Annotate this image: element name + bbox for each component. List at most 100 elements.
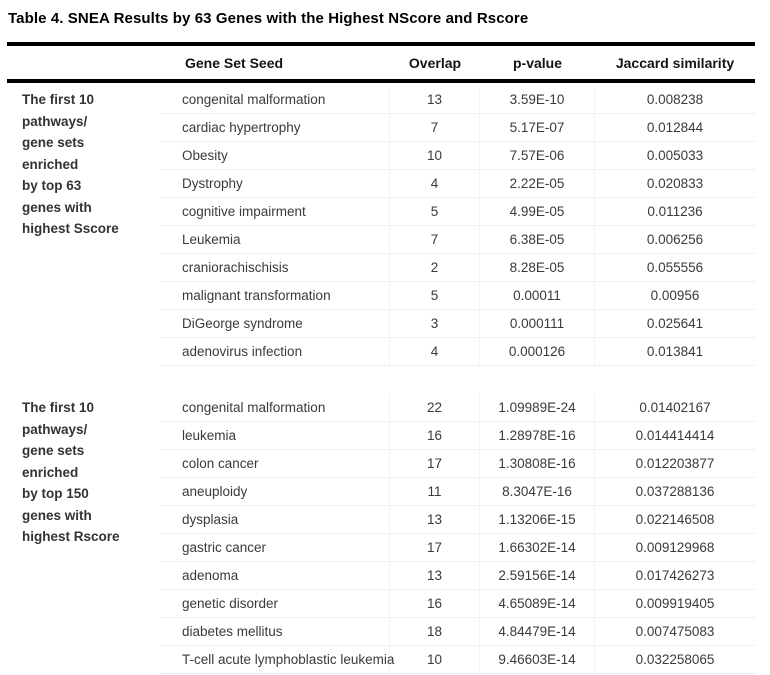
- table-row: adenoma 13 2.59156E-14 0.017426273: [160, 562, 755, 590]
- pvalue-cell: 8.3047E-16: [480, 478, 595, 505]
- table-header-row: Gene Set Seed Overlap p-value Jaccard si…: [7, 42, 755, 83]
- gene-set-seed-cell: colon cancer: [160, 450, 390, 477]
- pvalue-cell: 0.000126: [480, 338, 595, 365]
- pvalue-cell: 1.09989E-24: [480, 394, 595, 421]
- gene-set-seed-cell: genetic disorder: [160, 590, 390, 617]
- overlap-cell: 4: [390, 170, 480, 197]
- section-label-rscore: The first 10 pathways/ gene sets enriche…: [22, 400, 120, 544]
- overlap-cell: 11: [390, 478, 480, 505]
- overlap-cell: 22: [390, 394, 480, 421]
- pvalue-cell: 4.99E-05: [480, 198, 595, 225]
- pvalue-cell: 1.66302E-14: [480, 534, 595, 561]
- table-row: Leukemia 7 6.38E-05 0.006256: [160, 226, 755, 254]
- jaccard-cell: 0.037288136: [635, 484, 715, 499]
- table-row: cardiac hypertrophy 7 5.17E-07 0.012844: [160, 114, 755, 142]
- jaccard-cell: 0.012203877: [635, 456, 715, 471]
- jaccard-cell: 0.009129968: [635, 540, 715, 555]
- overlap-cell: 17: [390, 534, 480, 561]
- snea-results-table: Gene Set Seed Overlap p-value Jaccard si…: [7, 42, 755, 675]
- gene-set-seed-cell: aneuploidy: [160, 478, 390, 505]
- jaccard-cell: 0.007475083: [635, 624, 715, 639]
- table-row: gastric cancer 17 1.66302E-14 0.00912996…: [160, 534, 755, 562]
- gene-set-seed-cell: adenoma: [160, 562, 390, 589]
- header-pvalue: p-value: [512, 54, 562, 71]
- pvalue-cell: 4.65089E-14: [480, 590, 595, 617]
- pvalue-cell: 5.17E-07: [480, 114, 595, 141]
- gene-set-seed-cell: cognitive impairment: [160, 198, 390, 225]
- table-row: genetic disorder 16 4.65089E-14 0.009919…: [160, 590, 755, 618]
- overlap-cell: 7: [390, 114, 480, 141]
- header-overlap: Overlap: [408, 54, 462, 71]
- overlap-cell: 4: [390, 338, 480, 365]
- pvalue-cell: 1.13206E-15: [480, 506, 595, 533]
- section-rows-sscore: congenital malformation 13 3.59E-10 0.00…: [160, 86, 755, 366]
- pvalue-cell: 9.46603E-14: [480, 646, 595, 673]
- jaccard-cell: 0.011236: [647, 204, 703, 219]
- table-row: colon cancer 17 1.30808E-16 0.012203877: [160, 450, 755, 478]
- overlap-cell: 5: [390, 282, 480, 309]
- overlap-cell: 7: [390, 226, 480, 253]
- overlap-cell: 18: [390, 618, 480, 645]
- gene-set-seed-cell: malignant transformation: [160, 282, 390, 309]
- table-row: DiGeorge syndrome 3 0.000111 0.025641: [160, 310, 755, 338]
- overlap-cell: 17: [390, 450, 480, 477]
- jaccard-cell: 0.01402167: [639, 400, 711, 415]
- overlap-cell: 13: [390, 562, 480, 589]
- overlap-cell: 16: [390, 422, 480, 449]
- jaccard-cell: 0.009919405: [635, 596, 715, 611]
- section-rows-rscore: congenital malformation 22 1.09989E-24 0…: [160, 394, 755, 674]
- table-row: leukemia 16 1.28978E-16 0.014414414: [160, 422, 755, 450]
- header-gene-set-seed: Gene Set Seed: [185, 54, 284, 71]
- table-row: congenital malformation 13 3.59E-10 0.00…: [160, 86, 755, 114]
- gene-set-seed-cell: Obesity: [160, 142, 390, 169]
- jaccard-cell: 0.00956: [650, 288, 700, 303]
- pvalue-cell: 8.28E-05: [480, 254, 595, 281]
- gene-set-seed-cell: Dystrophy: [160, 170, 390, 197]
- overlap-cell: 2: [390, 254, 480, 281]
- table-row: congenital malformation 22 1.09989E-24 0…: [160, 394, 755, 422]
- pvalue-cell: 7.57E-06: [480, 142, 595, 169]
- overlap-cell: 10: [390, 142, 480, 169]
- table-row: Dystrophy 4 2.22E-05 0.020833: [160, 170, 755, 198]
- overlap-cell: 13: [390, 506, 480, 533]
- jaccard-cell: 0.013841: [646, 344, 704, 359]
- gene-set-seed-cell: gastric cancer: [160, 534, 390, 561]
- overlap-cell: 13: [390, 86, 480, 113]
- gene-set-seed-cell: adenovirus infection: [160, 338, 390, 365]
- jaccard-cell: 0.008238: [646, 92, 704, 107]
- pvalue-cell: 2.22E-05: [480, 170, 595, 197]
- table-row: dysplasia 13 1.13206E-15 0.022146508: [160, 506, 755, 534]
- gene-set-seed-cell: T-cell acute lymphoblastic leukemia: [160, 646, 394, 673]
- section-label-sscore: The first 10 pathways/ gene sets enriche…: [22, 92, 119, 236]
- jaccard-cell: 0.005033: [646, 148, 704, 163]
- pvalue-cell: 3.59E-10: [480, 86, 595, 113]
- pvalue-cell: 2.59156E-14: [480, 562, 595, 589]
- gene-set-seed-cell: leukemia: [160, 422, 390, 449]
- jaccard-cell: 0.022146508: [635, 512, 715, 527]
- table-row: adenovirus infection 4 0.000126 0.013841: [160, 338, 755, 366]
- overlap-cell: 16: [390, 590, 480, 617]
- jaccard-cell: 0.006256: [646, 232, 704, 247]
- gene-set-seed-cell: DiGeorge syndrome: [160, 310, 390, 337]
- pvalue-cell: 0.00011: [480, 282, 595, 309]
- gene-set-seed-cell: congenital malformation: [160, 394, 390, 421]
- pvalue-cell: 1.30808E-16: [480, 450, 595, 477]
- jaccard-cell: 0.017426273: [635, 568, 715, 583]
- section-divider-gap: [7, 366, 755, 391]
- table-row: T-cell acute lymphoblastic leukemia 10 9…: [160, 646, 755, 674]
- pvalue-cell: 1.28978E-16: [480, 422, 595, 449]
- header-jaccard-similarity: Jaccard similarity: [615, 54, 735, 71]
- pvalue-cell: 4.84479E-14: [480, 618, 595, 645]
- pvalue-cell: 6.38E-05: [480, 226, 595, 253]
- gene-set-seed-cell: dysplasia: [160, 506, 390, 533]
- jaccard-cell: 0.032258065: [635, 652, 715, 667]
- gene-set-seed-cell: cardiac hypertrophy: [160, 114, 390, 141]
- table-row: diabetes mellitus 18 4.84479E-14 0.00747…: [160, 618, 755, 646]
- section-top63-sscore: The first 10 pathways/ gene sets enriche…: [7, 83, 755, 366]
- table-row: aneuploidy 11 8.3047E-16 0.037288136: [160, 478, 755, 506]
- table-row: Obesity 10 7.57E-06 0.005033: [160, 142, 755, 170]
- pvalue-cell: 0.000111: [480, 310, 595, 337]
- overlap-cell: 10: [390, 646, 480, 673]
- gene-set-seed-cell: Leukemia: [160, 226, 390, 253]
